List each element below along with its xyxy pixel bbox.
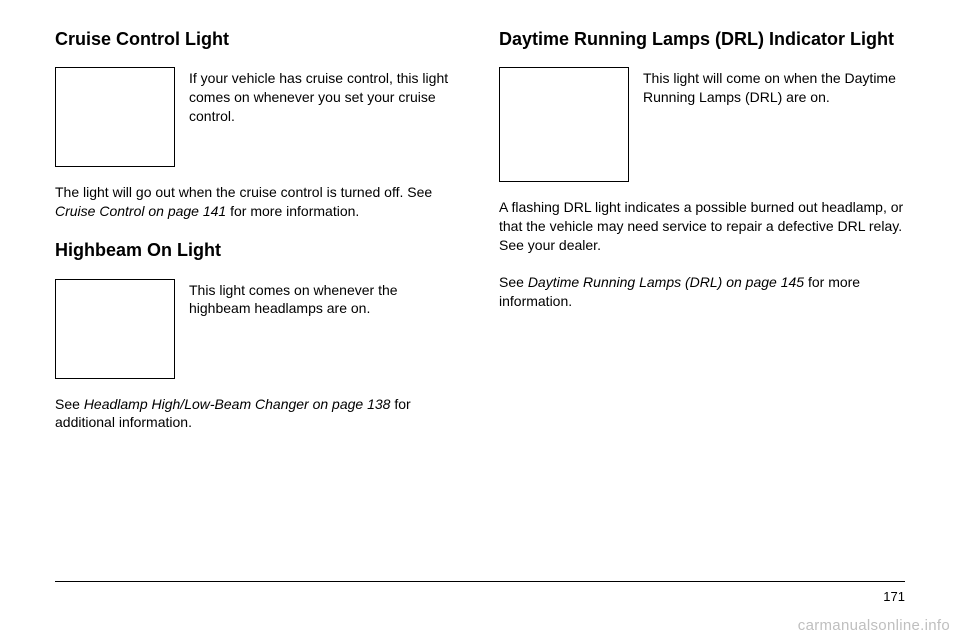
text-prefix: See: [499, 274, 528, 290]
page-number: 171: [883, 589, 905, 604]
icon-block-highbeam: This light comes on whenever the highbea…: [55, 279, 461, 379]
footer-divider: [55, 581, 905, 582]
highbeam-icon-text: This light comes on whenever the highbea…: [189, 279, 461, 319]
text-ref-italic: Headlamp High/Low-Beam Changer on page 1…: [84, 396, 391, 412]
left-column: Cruise Control Light If your vehicle has…: [55, 28, 461, 568]
text-prefix: See: [55, 396, 84, 412]
icon-block-drl: This light will come on when the Daytime…: [499, 67, 905, 182]
heading-highbeam: Highbeam On Light: [55, 239, 461, 262]
page-content: Cruise Control Light If your vehicle has…: [55, 28, 905, 568]
text-suffix: for more information.: [226, 203, 359, 219]
right-column: Daytime Running Lamps (DRL) Indicator Li…: [499, 28, 905, 568]
heading-drl: Daytime Running Lamps (DRL) Indicator Li…: [499, 28, 905, 51]
drl-body1: A flashing DRL light indicates a possibl…: [499, 198, 905, 255]
text-ref-italic: Cruise Control on page 141: [55, 203, 226, 219]
cruise-body-text: The light will go out when the cruise co…: [55, 183, 461, 221]
heading-cruise-control: Cruise Control Light: [55, 28, 461, 51]
cruise-control-icon: [55, 67, 175, 167]
highbeam-icon: [55, 279, 175, 379]
text-ref-italic: Daytime Running Lamps (DRL) on page 145: [528, 274, 804, 290]
text-prefix: The light will go out when the cruise co…: [55, 184, 432, 200]
watermark-text: carmanualsonline.info: [798, 617, 950, 634]
highbeam-body-text: See Headlamp High/Low-Beam Changer on pa…: [55, 395, 461, 433]
drl-icon: [499, 67, 629, 182]
icon-block-cruise: If your vehicle has cruise control, this…: [55, 67, 461, 167]
drl-icon-text: This light will come on when the Daytime…: [643, 67, 905, 107]
cruise-icon-text: If your vehicle has cruise control, this…: [189, 67, 461, 126]
drl-body2: See Daytime Running Lamps (DRL) on page …: [499, 273, 905, 311]
